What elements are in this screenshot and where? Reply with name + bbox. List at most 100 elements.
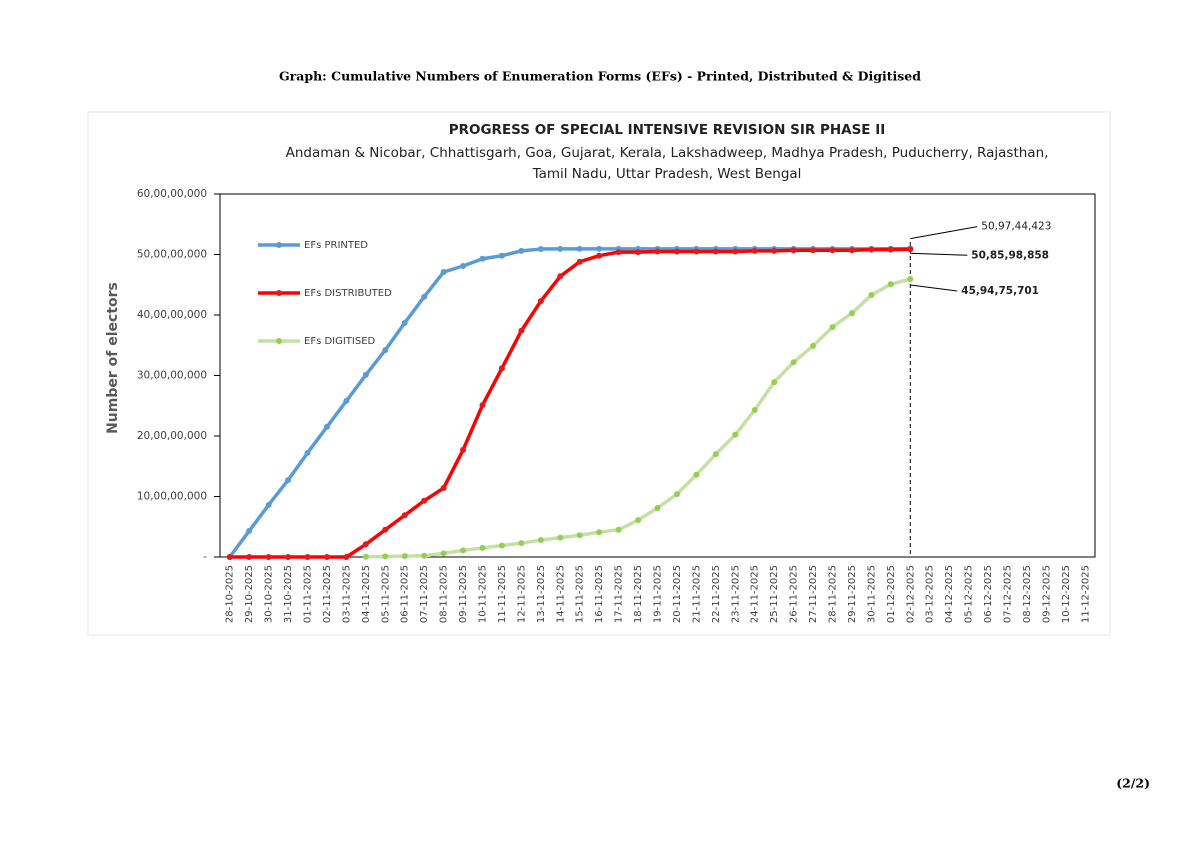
data-point — [771, 379, 778, 386]
x-tick-label: 03-12-2025 — [925, 565, 936, 623]
data-point — [732, 431, 739, 438]
page-number: (2/2) — [1116, 776, 1150, 791]
data-point — [343, 397, 350, 404]
data-point — [829, 324, 836, 331]
data-point — [829, 247, 836, 254]
data-label: 45,94,75,701 — [961, 285, 1039, 297]
data-point — [460, 446, 467, 453]
data-point — [382, 553, 389, 560]
data-point — [673, 491, 680, 498]
data-point — [421, 552, 428, 559]
data-point — [596, 252, 603, 259]
data-point — [576, 532, 583, 539]
data-point — [868, 292, 875, 299]
y-tick-label: 60,00,00,000 — [137, 188, 207, 200]
x-tick-label: 18-11-2025 — [633, 565, 644, 623]
data-point — [654, 504, 661, 511]
x-tick-label: 12-11-2025 — [516, 565, 527, 623]
data-point — [537, 298, 544, 305]
x-tick-label: 02-12-2025 — [905, 565, 916, 623]
data-point — [537, 246, 544, 253]
data-point — [868, 246, 875, 253]
x-tick-label: 22-11-2025 — [711, 565, 722, 623]
chart-frame — [87, 111, 1111, 636]
series-line — [365, 277, 911, 559]
leader-line — [910, 226, 978, 240]
data-point — [479, 402, 486, 409]
data-point — [362, 371, 369, 378]
data-point — [537, 537, 544, 544]
y-tick-label: - — [203, 551, 207, 563]
data-point — [440, 485, 447, 492]
data-point — [440, 550, 447, 557]
data-point — [498, 542, 505, 549]
data-point — [732, 248, 739, 255]
data-point — [751, 247, 758, 254]
x-tick-label: 07-11-2025 — [419, 565, 430, 623]
legend-marker — [276, 290, 282, 296]
chart-title: PROGRESS OF SPECIAL INTENSIVE REVISION S… — [449, 122, 886, 138]
x-tick-label: 28-10-2025 — [225, 565, 236, 623]
x-tick-label: 26-11-2025 — [789, 565, 800, 623]
data-point — [518, 327, 525, 334]
x-tick-label: 20-11-2025 — [672, 565, 683, 623]
y-tick-label: 10,00,00,000 — [137, 491, 207, 503]
data-point — [362, 553, 369, 560]
data-point — [693, 248, 700, 255]
x-tick-label: 30-11-2025 — [866, 565, 877, 623]
leader-line — [910, 252, 968, 256]
data-point — [887, 246, 894, 253]
data-label: 50,97,44,423 — [981, 221, 1051, 233]
data-point — [654, 248, 661, 255]
legend-label: EFs PRINTED — [304, 240, 368, 251]
x-tick-label: 07-12-2025 — [1003, 565, 1014, 623]
chart-subtitle: Tamil Nadu, Uttar Pradesh, West Bengal — [532, 166, 802, 182]
series-line — [229, 247, 911, 559]
data-point — [246, 554, 253, 560]
chart-subtitle: Andaman & Nicobar, Chhattisgarh, Goa, Gu… — [286, 145, 1049, 161]
x-tick-label: 05-12-2025 — [964, 565, 975, 623]
data-point — [596, 529, 603, 536]
data-point — [479, 544, 486, 551]
data-point — [790, 247, 797, 254]
legend-label: EFs DISTRIBUTED — [304, 288, 392, 299]
data-point — [285, 554, 292, 560]
x-tick-label: 08-12-2025 — [1022, 565, 1033, 623]
data-point — [460, 262, 467, 269]
data-point — [576, 258, 583, 265]
x-tick-label: 01-11-2025 — [303, 565, 314, 623]
data-point — [907, 276, 914, 283]
x-tick-label: 05-11-2025 — [380, 565, 391, 623]
x-tick-label: 04-11-2025 — [361, 565, 372, 623]
data-point — [304, 449, 311, 456]
data-point — [790, 359, 797, 366]
data-point — [635, 249, 642, 256]
x-tick-label: 01-12-2025 — [886, 565, 897, 623]
data-point — [615, 526, 622, 533]
legend-marker — [276, 338, 282, 344]
x-tick-label: 17-11-2025 — [614, 565, 625, 623]
legend-label: EFs DIGITISED — [304, 336, 376, 347]
data-point — [362, 541, 369, 548]
data-point — [810, 342, 817, 349]
data-point — [285, 477, 292, 484]
data-point — [557, 245, 564, 252]
data-point — [401, 319, 408, 326]
data-point — [226, 554, 233, 560]
document-heading: Graph: Cumulative Numbers of Enumeration… — [279, 69, 921, 84]
x-tick-label: 02-11-2025 — [322, 565, 333, 623]
data-point — [304, 554, 311, 560]
x-tick-label: 13-11-2025 — [536, 565, 547, 623]
data-point — [498, 365, 505, 372]
x-tick-label: 30-10-2025 — [264, 565, 275, 623]
x-tick-label: 06-12-2025 — [983, 565, 994, 623]
data-point — [479, 255, 486, 262]
data-point — [382, 347, 389, 354]
data-point — [557, 273, 564, 280]
data-point — [712, 248, 719, 255]
x-tick-label: 11-12-2025 — [1080, 565, 1091, 623]
data-point — [323, 554, 330, 560]
data-point — [712, 451, 719, 458]
